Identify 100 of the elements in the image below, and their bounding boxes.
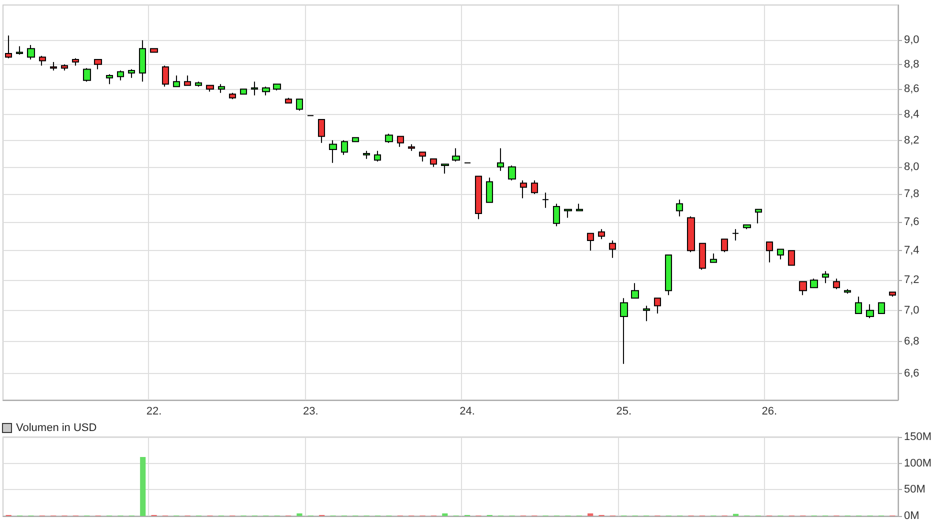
candlestick xyxy=(318,119,325,144)
candlestick xyxy=(810,278,818,288)
y-tick-label: 7,0 xyxy=(904,304,920,316)
x-tick-label: 25. xyxy=(616,406,632,418)
x-tick-label: 26. xyxy=(762,406,777,418)
y-tick-label: 6,6 xyxy=(904,368,920,380)
candlestick xyxy=(106,74,113,85)
candlestick xyxy=(72,58,79,66)
candlestick xyxy=(206,84,214,92)
candlestick xyxy=(218,84,225,94)
candlestick xyxy=(273,84,281,91)
y-tick-label: 100M xyxy=(904,457,932,470)
y-tick-label: 8,4 xyxy=(904,108,920,120)
y-tick-label: 9,0 xyxy=(904,34,920,46)
candlestick xyxy=(184,74,191,86)
y-tick-label: 8,2 xyxy=(904,134,920,146)
candlestick xyxy=(788,250,795,266)
candlestick xyxy=(777,248,784,260)
candlestick xyxy=(441,164,449,174)
candlestick xyxy=(732,228,739,242)
candlestick xyxy=(251,81,258,96)
candlestick xyxy=(866,304,874,319)
candlestick xyxy=(94,59,102,70)
x-tick-label: 23. xyxy=(303,406,318,418)
candlestick xyxy=(643,305,650,322)
y-tick-label: 150M xyxy=(904,431,932,443)
candlestick xyxy=(240,88,247,95)
candlestick xyxy=(352,137,359,142)
candlestick xyxy=(195,81,202,88)
y-tick-label: 8,6 xyxy=(904,83,920,96)
candlestick xyxy=(676,199,683,217)
y-tick-label: 0M xyxy=(904,510,920,522)
candlestick xyxy=(710,253,717,263)
candlestick xyxy=(755,208,762,224)
candlestick xyxy=(128,68,135,78)
candlestick xyxy=(117,70,124,81)
candlestick xyxy=(162,65,169,88)
candlestick xyxy=(296,98,303,112)
candlestick xyxy=(430,158,437,168)
candlestick xyxy=(665,254,672,296)
candlestick xyxy=(39,55,46,66)
candlestick xyxy=(542,192,549,208)
candlestick xyxy=(721,238,728,253)
bar xyxy=(588,513,594,516)
y-tick-label: 7,4 xyxy=(904,244,920,257)
bar xyxy=(296,513,302,516)
candlestick xyxy=(699,242,706,270)
candlestick xyxy=(341,140,348,156)
candlestick xyxy=(50,61,57,72)
candlestick xyxy=(553,203,560,227)
candlestick xyxy=(889,292,896,298)
candlestick xyxy=(262,86,270,96)
candlestick xyxy=(497,148,504,172)
candlestick xyxy=(766,241,773,263)
candlestick xyxy=(419,152,426,162)
candlestick xyxy=(475,176,482,220)
candlestick xyxy=(285,97,292,104)
text: Volumen in USD xyxy=(16,422,97,434)
candlestick xyxy=(408,144,415,152)
candlestick xyxy=(564,208,572,218)
candlestick xyxy=(486,177,493,203)
candlestick xyxy=(631,282,639,299)
candlestick xyxy=(822,270,829,284)
candlestick xyxy=(878,302,885,314)
y-tick-label: 7,8 xyxy=(904,188,920,200)
y-tick-label: 6,8 xyxy=(904,336,920,348)
candlestick xyxy=(576,203,583,212)
x-tick-label: 24. xyxy=(460,406,475,418)
candlestick xyxy=(799,281,807,296)
candlestick xyxy=(61,64,68,72)
candlestick xyxy=(150,48,158,53)
candlestick xyxy=(587,232,594,252)
candlestick xyxy=(374,150,381,162)
candlestick xyxy=(139,40,146,82)
bar xyxy=(442,513,448,516)
candlestick xyxy=(520,180,527,199)
candlestick xyxy=(654,298,661,314)
y-tick-label: 7,2 xyxy=(904,274,920,286)
y-tick-label: 50M xyxy=(904,484,926,496)
y-tick-label: 7,6 xyxy=(904,216,920,228)
y-tick-label: 8,0 xyxy=(904,160,920,173)
candlestick xyxy=(173,74,180,88)
candlestick xyxy=(16,46,23,56)
candlestick xyxy=(452,148,460,162)
candlestick xyxy=(855,296,862,314)
x-tick-label: 22. xyxy=(146,406,162,418)
candlestick xyxy=(743,224,751,230)
bar xyxy=(140,457,146,516)
candlestick xyxy=(5,34,12,59)
candlestick xyxy=(609,240,616,258)
y-tick-label: 8,8 xyxy=(904,58,920,70)
candlestick xyxy=(329,140,337,164)
candlestick xyxy=(844,288,851,294)
candlestick xyxy=(27,44,35,60)
candlestick xyxy=(833,278,840,290)
candlestick xyxy=(598,228,605,240)
candlestick xyxy=(397,136,404,148)
candlestick xyxy=(531,180,538,195)
candlestick xyxy=(83,68,91,82)
candlestick xyxy=(508,165,516,181)
